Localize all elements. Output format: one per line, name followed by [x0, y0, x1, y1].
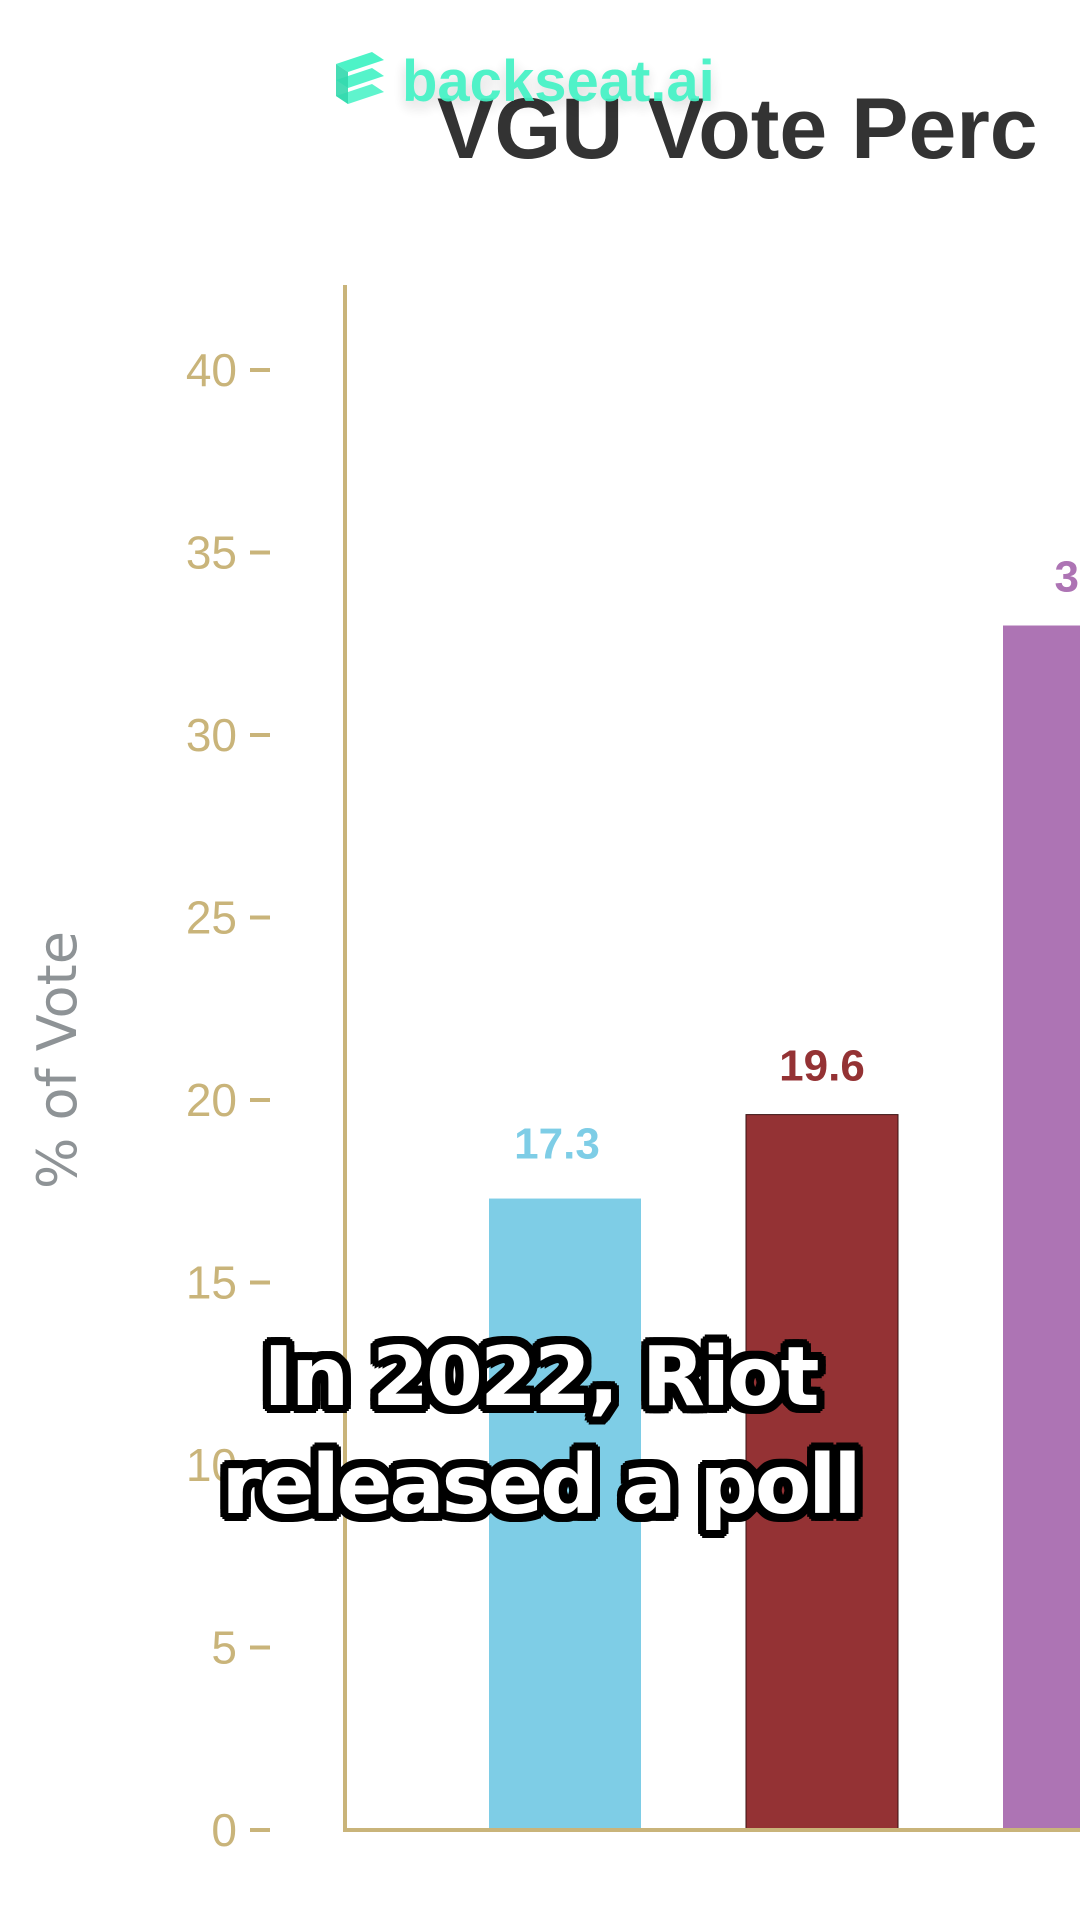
- axes: [343, 285, 1080, 1832]
- y-axis-ticks: 0 5 10 15 20 25 30 35 40: [186, 344, 270, 1856]
- y-axis-label: % of Vote: [26, 931, 89, 1189]
- chart-title: VGU Vote Perc: [437, 81, 1038, 177]
- bar: [745, 1114, 899, 1831]
- y-tick-label: 20: [186, 1074, 237, 1126]
- y-tick-label: 35: [186, 527, 237, 579]
- caption-line-2: released a poll: [221, 1438, 862, 1533]
- y-tick-label: 0: [211, 1804, 237, 1856]
- brand-logo-text: backseat.ai: [402, 48, 715, 114]
- y-tick-label: 30: [186, 709, 237, 761]
- y-tick-label: 40: [186, 344, 237, 396]
- bar-value-label: 33: [1055, 553, 1080, 602]
- y-tick-label: 10: [186, 1439, 237, 1491]
- y-tick-label: 15: [186, 1257, 237, 1309]
- y-tick-label: 5: [211, 1622, 237, 1674]
- bar-value-label: 19.6: [779, 1042, 865, 1091]
- stacked-layers-icon: [336, 52, 384, 104]
- bar-value-label: 17.3: [514, 1120, 600, 1169]
- subtitle-caption: In 2022, Riot released a poll: [150, 1324, 930, 1540]
- bar: [489, 1198, 641, 1830]
- bars: 17.3 19.6 33: [489, 553, 1080, 1831]
- bar: [1003, 625, 1080, 1830]
- brand-logo: backseat.ai: [332, 46, 715, 116]
- caption-line-1: In 2022, Riot: [263, 1330, 819, 1425]
- y-tick-label: 25: [186, 892, 237, 944]
